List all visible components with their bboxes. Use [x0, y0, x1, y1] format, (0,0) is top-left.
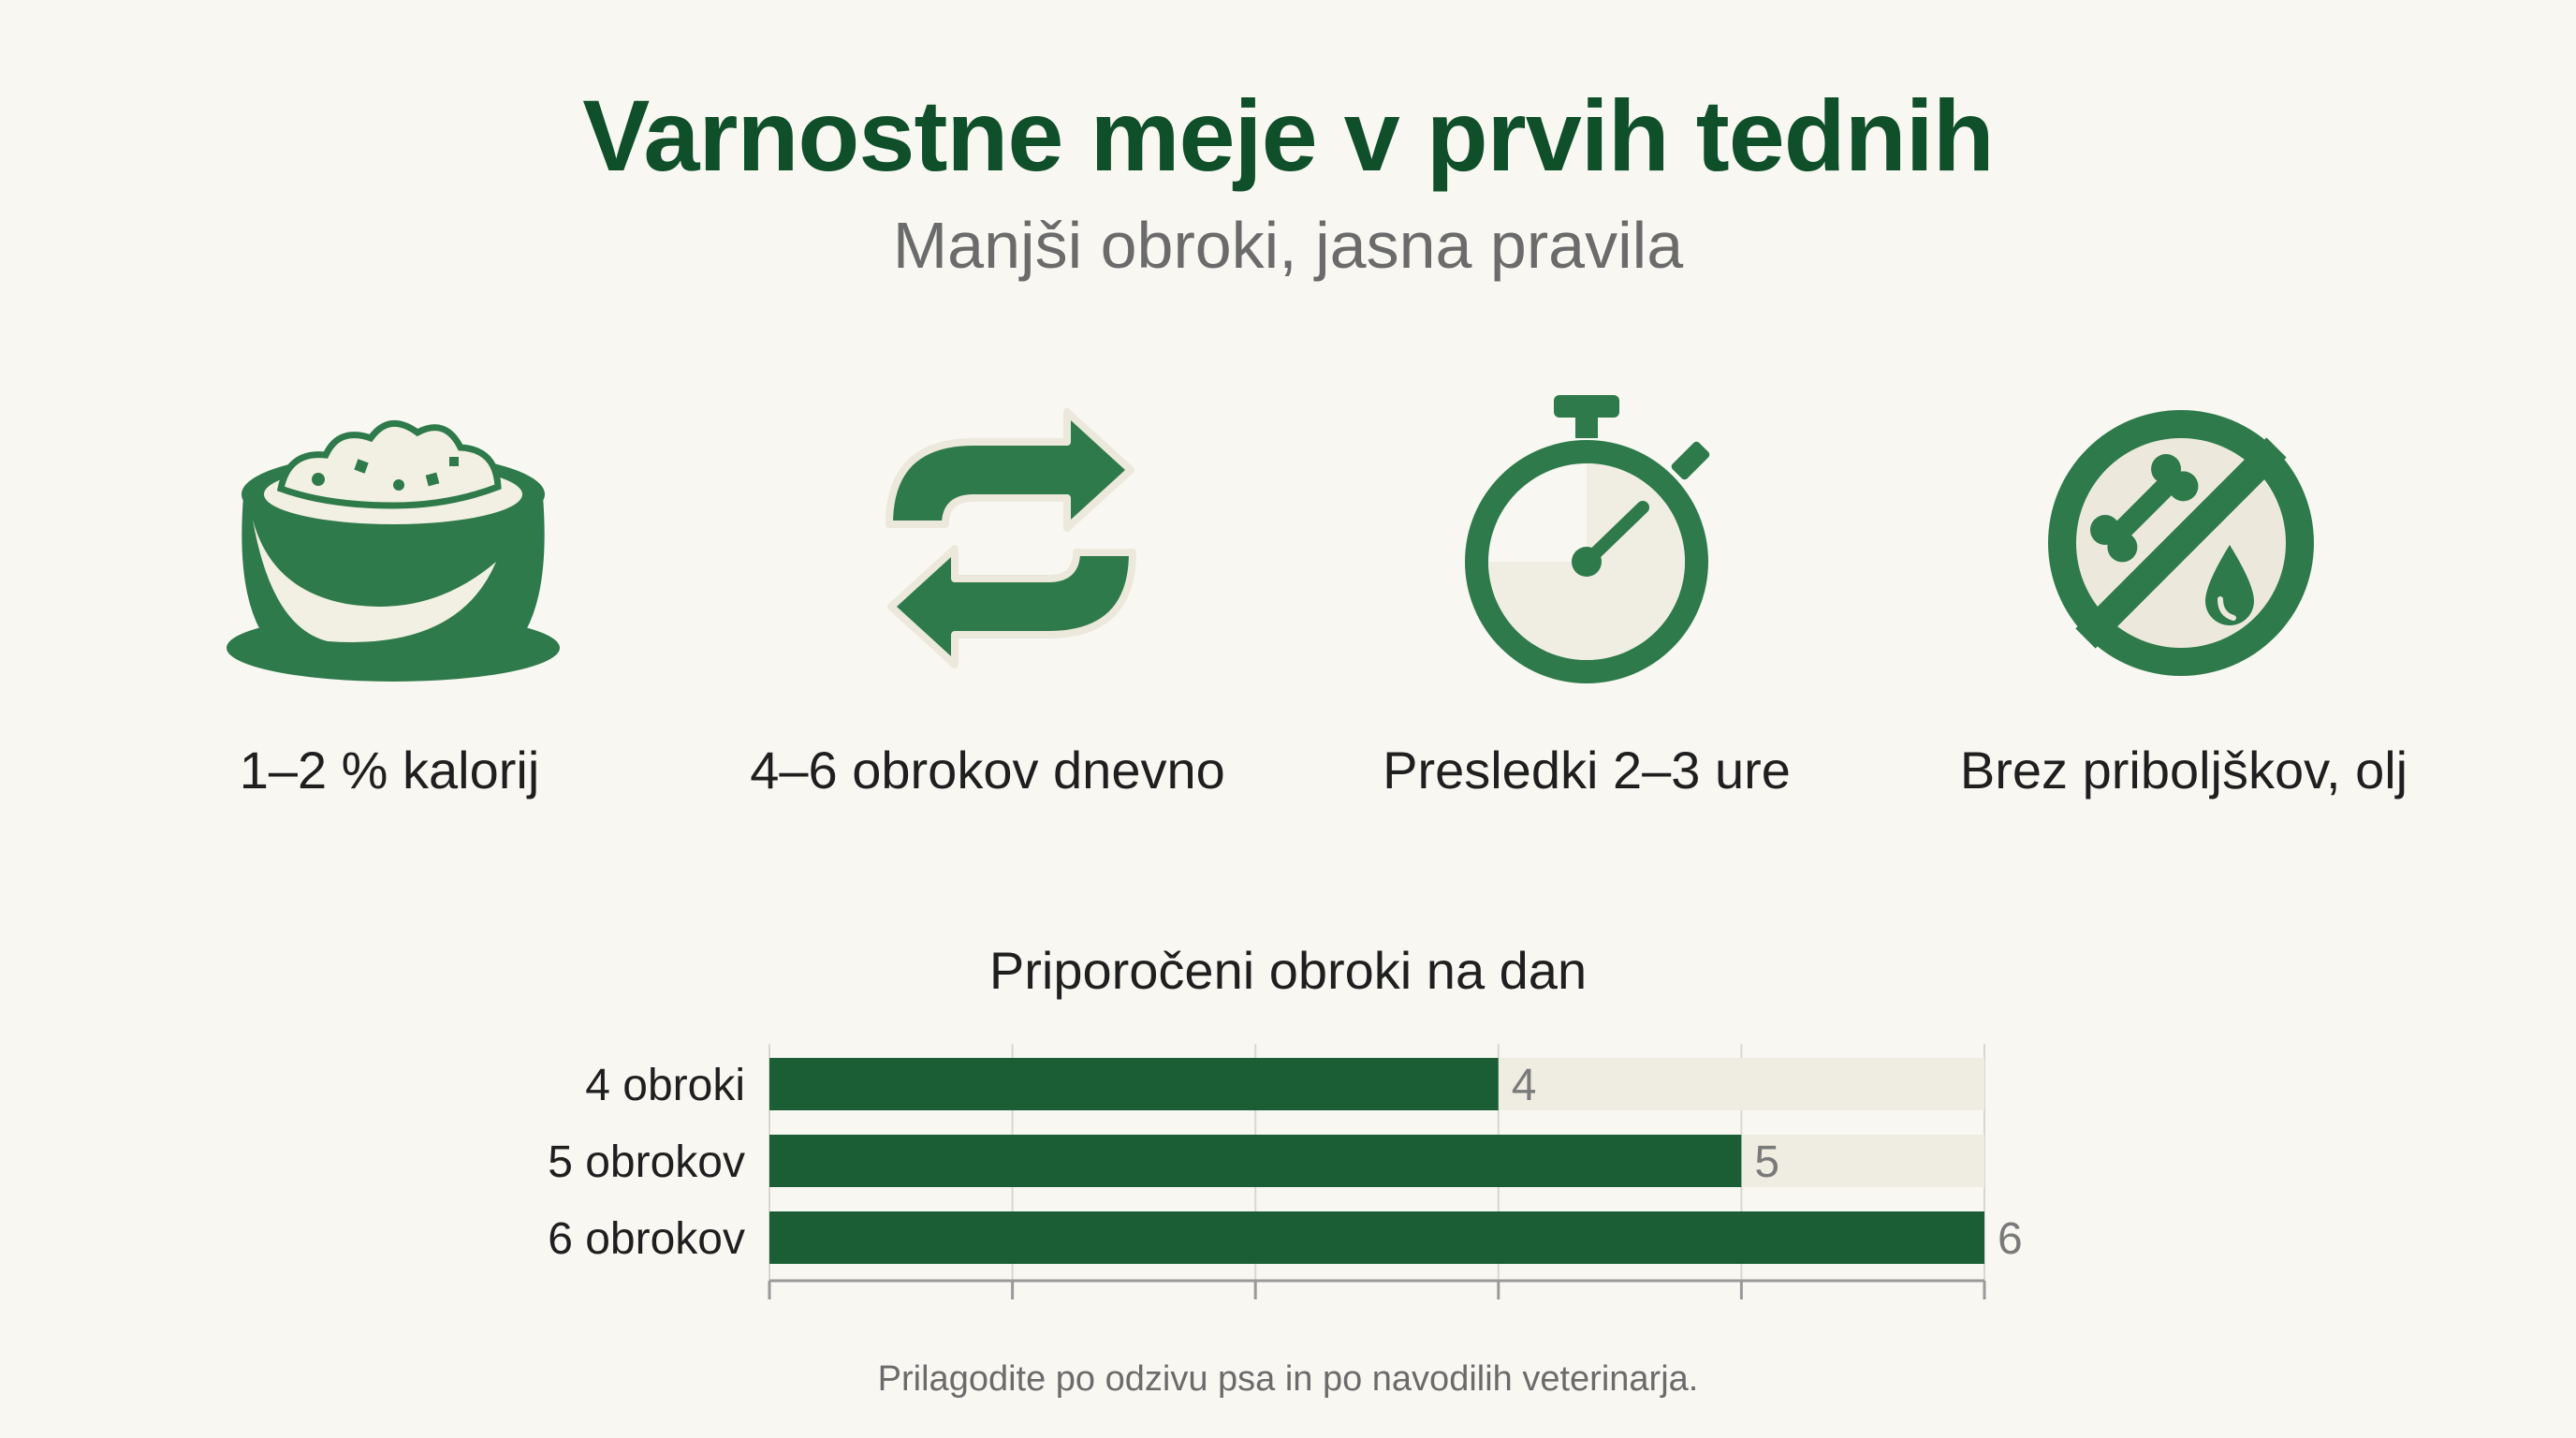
cycle-arrows-icon [833, 384, 1189, 693]
data-label: 6 [1998, 1214, 2023, 1264]
category-label: 6 obrokov [548, 1214, 745, 1264]
bar [769, 1211, 1984, 1264]
chart-title: Priporočeni obroki na dan [988, 941, 1588, 1000]
no-treats-oil-icon [2003, 384, 2359, 693]
category-label: 4 obroki [585, 1061, 745, 1110]
rule-label-intervals: Presledki 2–3 ure [1383, 741, 1791, 800]
bar [769, 1058, 1499, 1110]
stopwatch-icon [1409, 384, 1764, 693]
bar [769, 1135, 1742, 1187]
data-label: 5 [1754, 1137, 1779, 1187]
rule-label-meals: 4–6 obrokov dnevno [750, 741, 1225, 800]
footnote: Prilagodite po odzivu psa in po navodili… [877, 1359, 1699, 1399]
meals-bar-chart: 4 obroki 4 5 obrokov 5 6 obrokov 6 [548, 1044, 2023, 1299]
page-title: Varnostne meje v prvih tednih [582, 79, 1994, 192]
food-bowl-icon [215, 384, 571, 693]
data-label: 4 [1512, 1061, 1537, 1110]
rule-label-calories: 1–2 % kalorij [239, 741, 540, 800]
page-subtitle: Manjši obroki, jasna pravila [892, 209, 1684, 282]
rule-label-no-treats: Brez priboljškov, olj [1959, 741, 2408, 800]
category-label: 5 obrokov [548, 1137, 745, 1187]
